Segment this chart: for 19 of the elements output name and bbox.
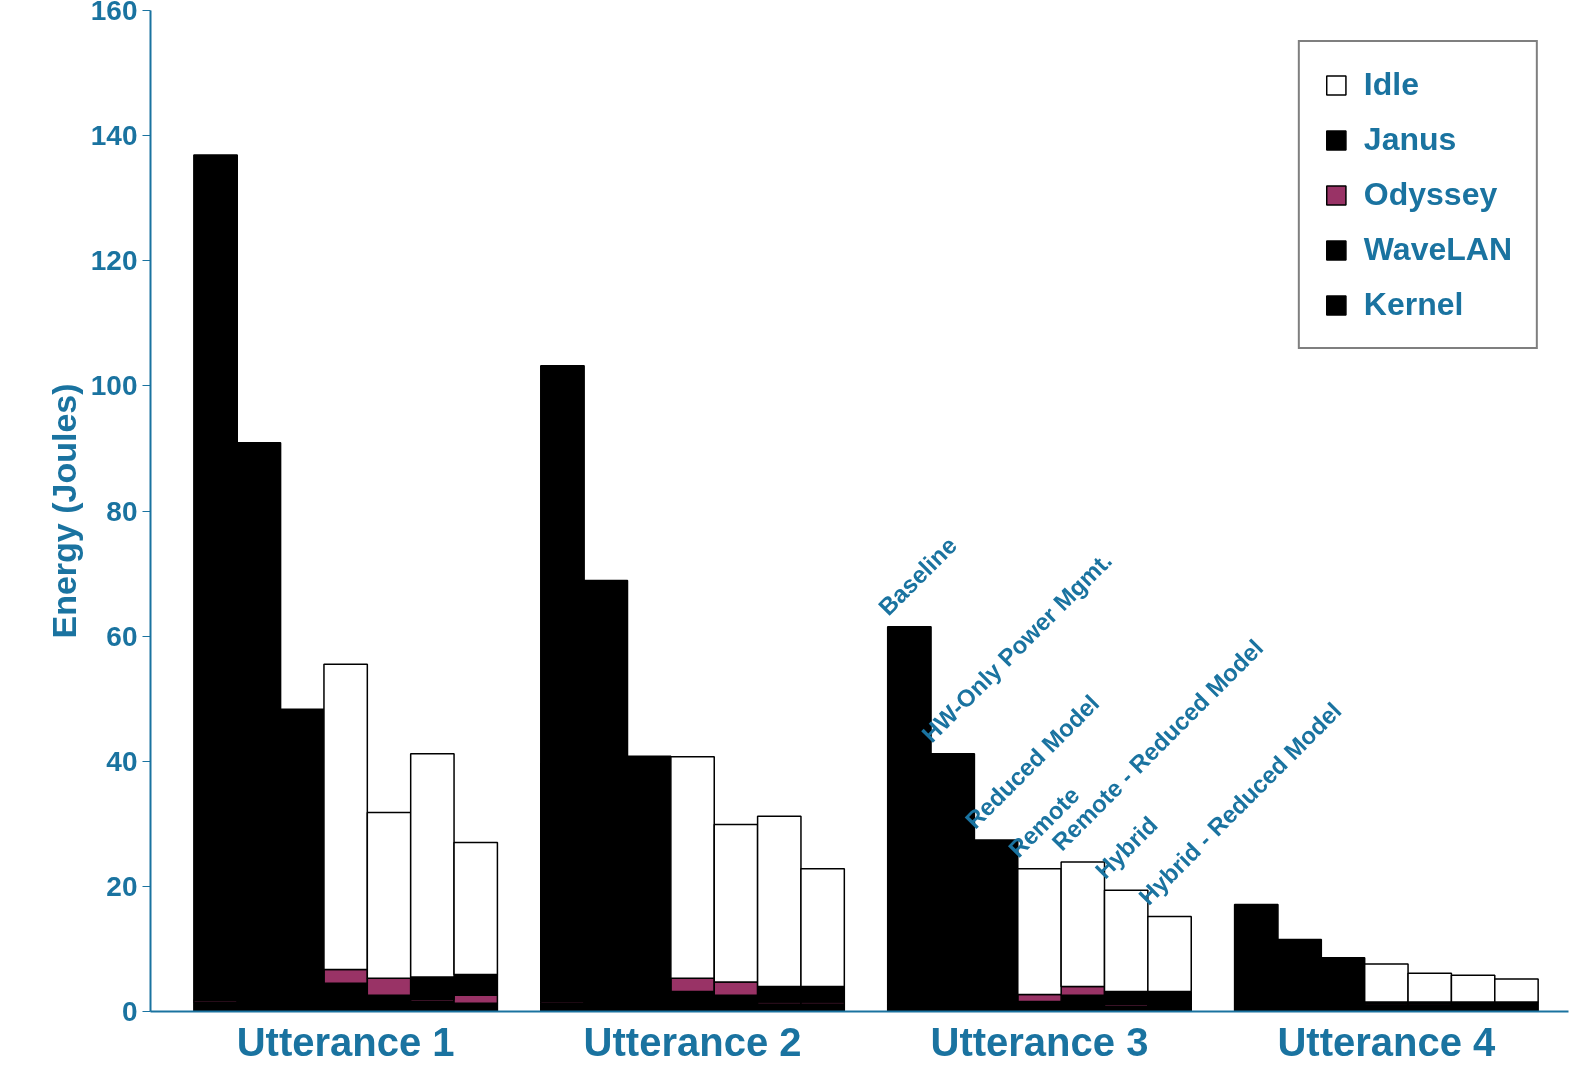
legend-label: Idle [1363,66,1419,103]
y-tick-label: 40 [106,745,138,777]
y-tick-label: 80 [106,495,138,527]
y-tick-label: 100 [90,370,138,402]
x-tick-label: Utterance 1 [236,1019,455,1064]
y-tick-label: 60 [106,620,138,652]
legend-label: WaveLAN [1363,231,1512,268]
legend-label: Janus [1363,121,1457,158]
legend-label: Kernel [1363,286,1464,323]
x-tick-label: Utterance 2 [583,1019,802,1064]
y-tick-label: 20 [106,870,138,902]
y-axis-title: Energy (Joules) [44,383,83,639]
x-tick-label: Utterance 4 [1277,1019,1497,1064]
y-tick-label: 160 [90,0,138,26]
x-tick-label: Utterance 3 [930,1019,1149,1064]
y-tick-label: 0 [121,996,138,1027]
y-tick-label: 140 [90,120,138,152]
legend-label: Odyssey [1363,176,1498,213]
y-tick-label: 120 [90,245,138,277]
